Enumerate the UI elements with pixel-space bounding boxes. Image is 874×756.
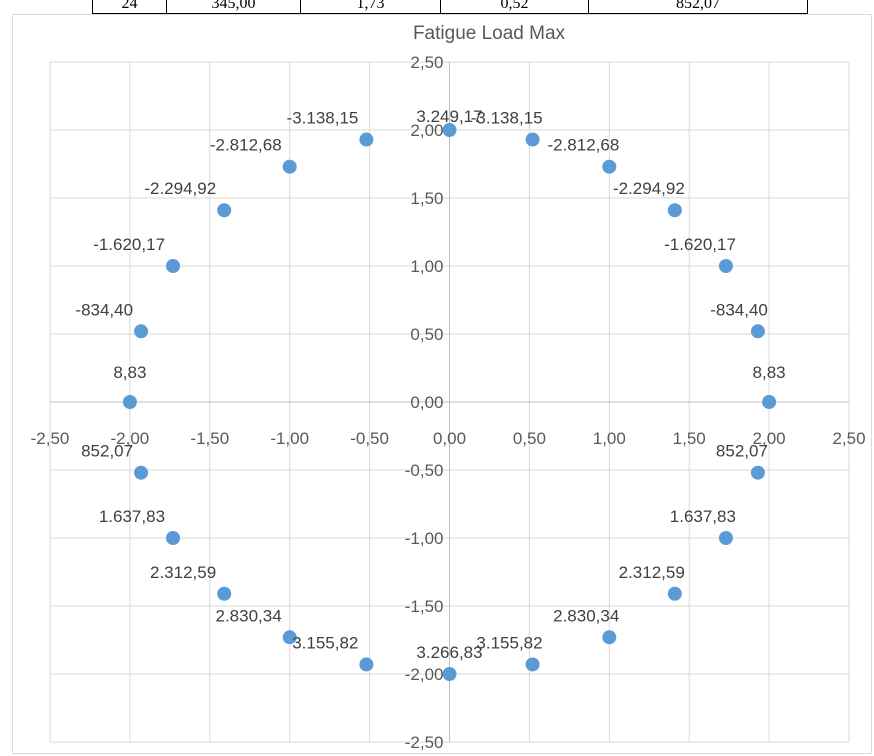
- chart-area: [12, 14, 872, 754]
- data-label: -2.294,92: [613, 179, 685, 198]
- table-cell-text: 852,07: [676, 0, 720, 12]
- data-points: [122, 123, 777, 681]
- data-label: -1.620,17: [664, 235, 736, 254]
- data-label: -2.812,68: [210, 136, 282, 155]
- data-point: [282, 630, 297, 645]
- table-cell: 24: [93, 0, 167, 13]
- x-tick-label: -2,00: [111, 429, 150, 448]
- data-point: [217, 203, 232, 218]
- table-cell-text: 0,52: [500, 0, 529, 12]
- data-label: 1.637,83: [99, 507, 165, 526]
- data-point: [282, 159, 297, 174]
- y-tick-label: -1,50: [405, 597, 444, 616]
- y-tick-label: 0,00: [410, 393, 443, 412]
- data-point: [166, 531, 181, 545]
- y-tick-label: 1,00: [410, 257, 443, 276]
- data-point: [667, 586, 682, 601]
- data-point: [718, 531, 733, 545]
- data-point: [134, 465, 149, 480]
- data-point: [166, 259, 181, 273]
- table-cell: 1,73: [301, 0, 441, 13]
- data-point: [442, 123, 457, 137]
- data-label: 2.312,59: [150, 563, 216, 582]
- data-label: -1.620,17: [93, 235, 165, 254]
- data-point: [359, 657, 374, 672]
- table-cell: 0,52: [441, 0, 589, 13]
- x-tick-label: 2,50: [832, 429, 865, 448]
- table-fragment-row: 24 345,00 1,73 0,52 852,07: [92, 0, 808, 14]
- data-label: 2.312,59: [619, 563, 685, 582]
- axes: [50, 62, 849, 742]
- data-point: [217, 586, 232, 601]
- data-point: [525, 657, 540, 672]
- data-label: 3.155,82: [292, 633, 358, 652]
- data-label: -834,40: [75, 300, 133, 319]
- x-tick-label: 0,50: [513, 429, 546, 448]
- data-point: [442, 667, 457, 681]
- x-tick-label: -0,50: [350, 429, 389, 448]
- data-point: [602, 630, 617, 645]
- data-point: [134, 324, 149, 339]
- y-tick-label: -2,50: [405, 733, 444, 752]
- y-tick-label: 1,50: [410, 189, 443, 208]
- x-tick-label: 0,00: [433, 429, 466, 448]
- data-point: [718, 259, 733, 273]
- data-label: 3.155,82: [476, 633, 542, 652]
- data-point: [762, 395, 777, 409]
- data-label: 8,83: [753, 363, 786, 382]
- table-cell-text: 1,73: [356, 0, 385, 12]
- data-label: 1.637,83: [670, 507, 736, 526]
- data-point: [122, 395, 137, 409]
- data-label: 2.830,34: [553, 606, 619, 625]
- data-point: [667, 203, 682, 218]
- data-label: -834,40: [710, 300, 768, 319]
- x-tick-label: -1,50: [190, 429, 229, 448]
- y-tick-label: 0,50: [410, 325, 443, 344]
- data-label: -2.812,68: [547, 136, 619, 155]
- table-cell-text: 24: [121, 0, 138, 12]
- y-tick-label: 2,50: [410, 53, 443, 72]
- data-label: -3.138,15: [287, 109, 359, 128]
- data-label: 3.266,83: [416, 643, 482, 662]
- tick-labels: -2,50 -2,00 -1,50 -1,00 -0,50 0,00 0,50 1,00 1,5…: [31, 53, 866, 752]
- data-point: [359, 132, 374, 147]
- y-tick-label: 2,00: [410, 121, 443, 140]
- x-tick-label: 2,00: [753, 429, 786, 448]
- data-label: 852,07: [81, 442, 133, 461]
- data-label: 8,83: [113, 363, 146, 382]
- table-cell: 345,00: [167, 0, 301, 13]
- data-label: 852,07: [716, 442, 768, 461]
- data-label: -2.294,92: [144, 179, 216, 198]
- x-tick-label: 1,00: [593, 429, 626, 448]
- x-tick-label: -2,50: [31, 429, 70, 448]
- data-label: 3.249,17: [416, 107, 482, 126]
- chart-title: Fatigue Load Max: [413, 23, 566, 44]
- table-cell: 852,07: [589, 0, 807, 13]
- y-tick-label: -2,00: [405, 665, 444, 684]
- y-tick-label: -1,00: [405, 529, 444, 548]
- data-point: [602, 159, 617, 174]
- x-tick-label: 1,50: [673, 429, 706, 448]
- table-cell-text: 345,00: [211, 0, 256, 12]
- data-point: [750, 465, 765, 480]
- data-label: 2.830,34: [216, 606, 282, 625]
- data-label: -3.138,15: [471, 109, 543, 128]
- x-tick-label: -1,00: [270, 429, 309, 448]
- data-labels: 3.249,17-3.138,15-2.812,68-2.294,92-1.62…: [75, 107, 785, 662]
- data-point: [750, 324, 765, 339]
- data-point: [525, 132, 540, 147]
- y-tick-label: -0,50: [405, 461, 444, 480]
